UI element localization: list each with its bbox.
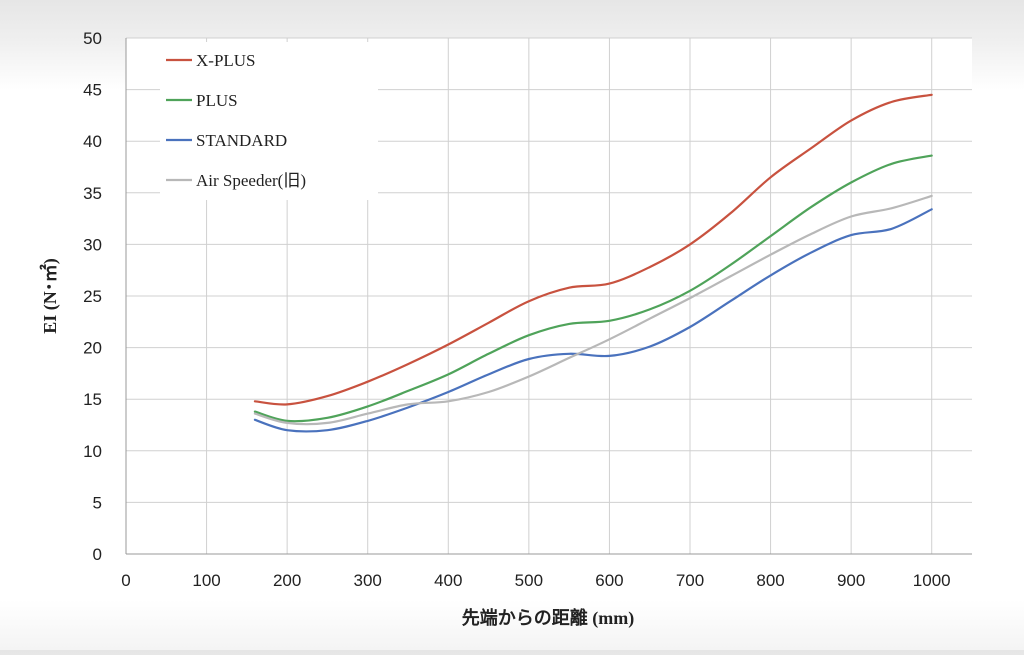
y-tick-label-3: 15 bbox=[83, 390, 102, 409]
legend-label-0: X-PLUS bbox=[196, 51, 256, 70]
x-tick-label-9: 900 bbox=[837, 571, 865, 590]
y-tick-labels: 0 5 10 15 20 25 30 35 40 45 50 bbox=[83, 29, 102, 564]
y-tick-label-10: 50 bbox=[83, 29, 102, 48]
y-tick-label-2: 10 bbox=[83, 442, 102, 461]
legend-label-1: PLUS bbox=[196, 91, 238, 110]
series-line-1 bbox=[253, 154, 933, 423]
x-tick-label-0: 0 bbox=[121, 571, 130, 590]
x-tick-label-4: 400 bbox=[434, 571, 462, 590]
y-tick-label-9: 45 bbox=[83, 81, 102, 100]
y-axis-title: EI (N･㎡) bbox=[39, 258, 61, 334]
legend: X-PLUS PLUS STANDARD Air Speeder(旧) bbox=[160, 42, 378, 200]
x-tick-label-10: 1000 bbox=[913, 571, 951, 590]
series-line-3 bbox=[253, 194, 933, 426]
y-tick-label-7: 35 bbox=[83, 184, 102, 203]
series-line-2 bbox=[253, 208, 933, 433]
y-tick-label-1: 5 bbox=[93, 493, 102, 512]
series-line-0 bbox=[253, 93, 933, 406]
y-tick-label-8: 40 bbox=[83, 132, 102, 151]
x-tick-label-2: 200 bbox=[273, 571, 301, 590]
legend-label-2: STANDARD bbox=[196, 131, 287, 150]
x-tick-label-7: 700 bbox=[676, 571, 704, 590]
y-tick-label-0: 0 bbox=[93, 545, 102, 564]
x-tick-label-5: 500 bbox=[515, 571, 543, 590]
series-lines bbox=[253, 93, 933, 433]
y-tick-label-4: 20 bbox=[83, 339, 102, 358]
x-tick-label-3: 300 bbox=[354, 571, 382, 590]
y-tick-label-5: 25 bbox=[83, 287, 102, 306]
x-tick-label-6: 600 bbox=[595, 571, 623, 590]
x-axis-title: 先端からの距離 (mm) bbox=[462, 607, 634, 629]
legend-box bbox=[160, 42, 378, 200]
y-tick-label-6: 30 bbox=[83, 235, 102, 254]
x-tick-label-8: 800 bbox=[756, 571, 784, 590]
x-tick-label-1: 100 bbox=[192, 571, 220, 590]
legend-label-3: Air Speeder(旧) bbox=[196, 171, 306, 190]
x-tick-labels: 0 100 200 300 400 500 600 700 800 900 1000 bbox=[121, 571, 950, 590]
